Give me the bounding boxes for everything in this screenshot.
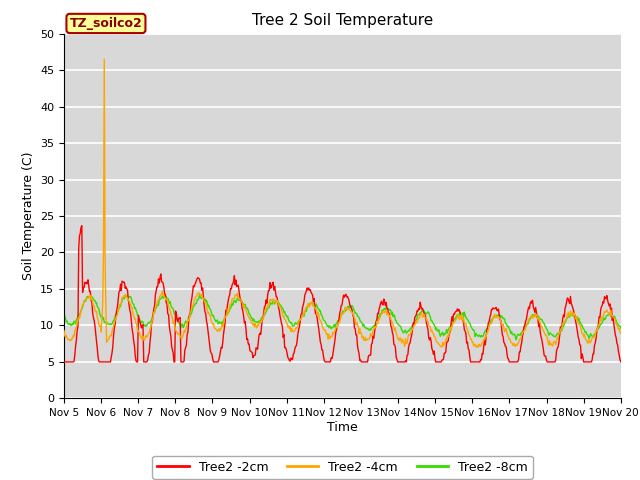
Line: Tree2 -2cm: Tree2 -2cm	[64, 226, 621, 362]
Tree2 -8cm	[196, 292, 204, 298]
Tree2 -4cm	[472, 345, 480, 350]
Tree2 -4cm	[185, 318, 193, 324]
Tree2 -2cm	[60, 359, 68, 365]
Tree2 -8cm	[513, 337, 520, 343]
Tree2 -8cm	[127, 295, 135, 301]
Tree2 -2cm	[214, 359, 222, 365]
Tree2 -8cm	[617, 325, 625, 331]
Tree2 -4cm	[428, 328, 435, 334]
Tree2 -8cm	[428, 318, 435, 324]
Tree2 -2cm	[185, 319, 193, 324]
Title: Tree 2 Soil Temperature: Tree 2 Soil Temperature	[252, 13, 433, 28]
Tree2 -4cm	[100, 56, 108, 62]
Tree2 -2cm	[70, 358, 78, 364]
Legend: Tree2 -2cm, Tree2 -4cm, Tree2 -8cm: Tree2 -2cm, Tree2 -4cm, Tree2 -8cm	[152, 456, 532, 479]
Tree2 -4cm	[60, 328, 68, 334]
Tree2 -8cm	[411, 319, 419, 324]
Tree2 -4cm	[70, 334, 78, 339]
Line: Tree2 -4cm: Tree2 -4cm	[64, 59, 621, 348]
Tree2 -4cm	[214, 327, 222, 333]
Tree2 -2cm	[428, 338, 435, 344]
Tree2 -2cm	[128, 326, 136, 332]
Line: Tree2 -8cm: Tree2 -8cm	[64, 295, 621, 340]
Tree2 -2cm	[78, 223, 86, 228]
Tree2 -8cm	[214, 321, 222, 327]
Tree2 -2cm	[617, 359, 625, 365]
Tree2 -8cm	[184, 317, 192, 323]
Tree2 -4cm	[411, 322, 419, 327]
Tree2 -4cm	[617, 330, 625, 336]
Tree2 -8cm	[60, 312, 68, 317]
Tree2 -8cm	[70, 318, 78, 324]
X-axis label: Time: Time	[327, 421, 358, 434]
Tree2 -2cm	[411, 314, 419, 320]
Text: TZ_soilco2: TZ_soilco2	[70, 17, 142, 30]
Tree2 -4cm	[128, 305, 136, 311]
Y-axis label: Soil Temperature (C): Soil Temperature (C)	[22, 152, 35, 280]
